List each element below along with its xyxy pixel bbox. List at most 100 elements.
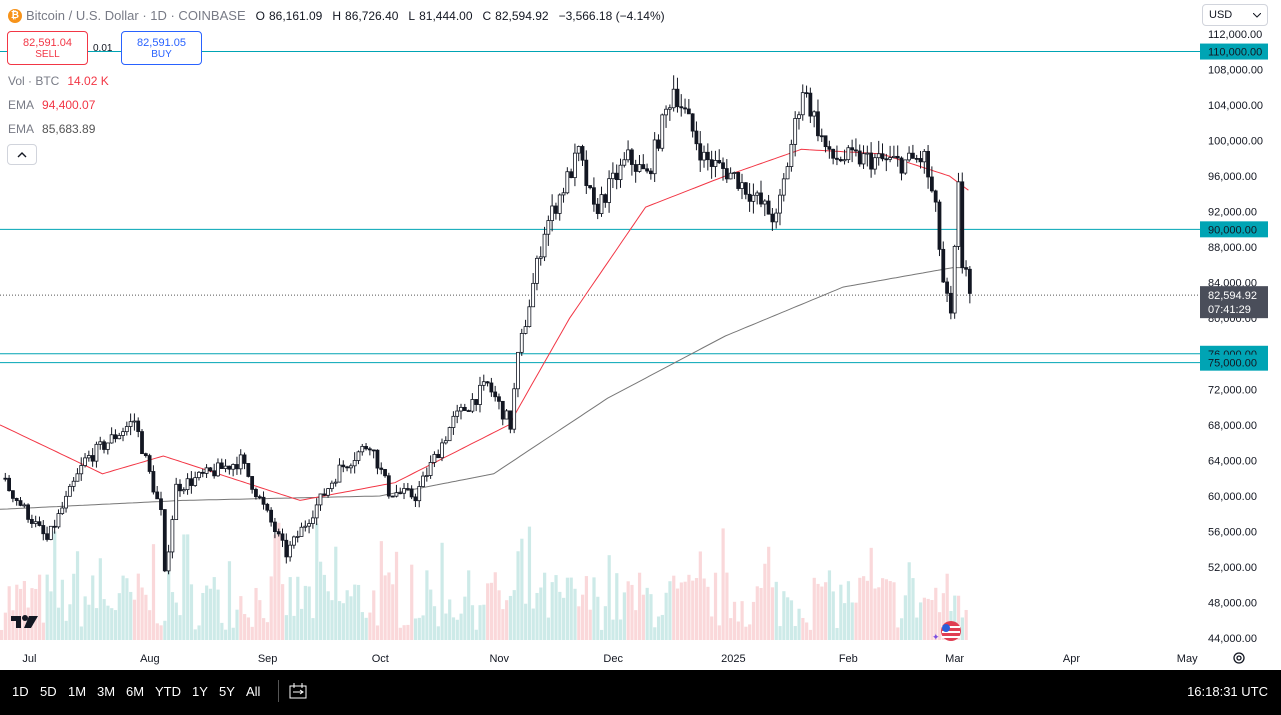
chart-area[interactable] <box>0 0 1200 645</box>
volume-bar <box>937 612 942 640</box>
timeframe-1y[interactable]: 1Y <box>192 684 208 699</box>
volume-bar <box>125 578 129 640</box>
candle-down <box>933 190 938 203</box>
candle-down <box>595 203 600 214</box>
candle-up <box>121 431 125 436</box>
volume-bar <box>334 546 338 640</box>
date-range-icon[interactable] <box>289 683 307 702</box>
candle-down <box>178 483 182 492</box>
candle-down <box>683 107 687 110</box>
volume-bar <box>132 599 137 640</box>
volume-bar <box>444 613 448 640</box>
candle-up <box>538 256 543 259</box>
candle-down <box>466 410 471 412</box>
symbol-title[interactable]: Bitcoin / U.S. Dollar · 1D · COINBASE <box>26 8 246 23</box>
volume-bar <box>592 577 596 640</box>
ema-slow-indicator[interactable]: EMA 85,683.89 <box>8 122 95 136</box>
candle-up <box>550 205 555 221</box>
candle-up <box>713 160 718 167</box>
utc-clock[interactable]: 16:18:31 UTC <box>1187 684 1268 699</box>
volume-bar <box>683 581 687 640</box>
volume-bar <box>345 590 349 640</box>
candle-down <box>41 525 46 535</box>
candle-down <box>113 434 118 440</box>
volume-bar <box>934 587 938 640</box>
candle-up <box>440 442 444 459</box>
volume-bar <box>702 578 706 640</box>
candle-down <box>436 453 441 459</box>
candle-down <box>136 420 141 432</box>
last-price-badge <box>1200 286 1268 319</box>
timeframe-6m[interactable]: 6M <box>126 684 145 699</box>
candle-down <box>721 162 725 169</box>
candle-up <box>33 521 38 524</box>
volume-bar <box>387 572 391 640</box>
settings-icon[interactable] <box>1231 650 1247 666</box>
timeframe-1d[interactable]: 1D <box>12 684 29 699</box>
time-tick-label: May <box>1177 653 1198 665</box>
collapse-legend-button[interactable] <box>7 144 37 165</box>
volume-bar <box>311 618 315 640</box>
volume-indicator[interactable]: Vol · BTC 14.02 K <box>8 74 109 88</box>
candle-up <box>667 107 672 110</box>
open-value: 86,161.09 <box>268 8 323 23</box>
volume-bar <box>862 576 866 640</box>
candle-up <box>394 492 399 497</box>
candle-down <box>375 449 380 469</box>
timeframe-3m[interactable]: 3M <box>97 684 116 699</box>
volume-bar <box>520 538 524 640</box>
candle-down <box>273 521 277 533</box>
candle-down <box>945 281 949 294</box>
ema-fast-indicator[interactable]: EMA 94,400.07 <box>8 98 95 112</box>
candle-down <box>90 455 95 462</box>
volume-bar <box>493 572 497 640</box>
timeframe-5y[interactable]: 5Y <box>219 684 235 699</box>
candle-up <box>523 326 528 334</box>
candle-down <box>592 187 596 205</box>
sell-button[interactable]: 82,591.04 SELL <box>7 31 88 65</box>
candle-down <box>747 193 752 202</box>
candle-down <box>918 158 923 163</box>
volume-bar <box>877 587 881 640</box>
candle-down <box>386 475 391 497</box>
volume-bar <box>881 578 885 640</box>
volume-bar <box>956 595 961 640</box>
timeframe-ytd[interactable]: YTD <box>155 684 181 699</box>
currency-select[interactable]: USD <box>1202 4 1268 26</box>
candle-up <box>455 410 460 417</box>
timeframe-all[interactable]: All <box>246 684 261 699</box>
candle-up <box>516 351 520 390</box>
level-badge <box>1200 354 1268 371</box>
volume-bar <box>831 591 835 640</box>
timeframe-5d[interactable]: 5D <box>40 684 57 699</box>
volume-bar <box>136 573 140 640</box>
volume-bar <box>30 588 34 640</box>
buy-button[interactable]: 82,591.05 BUY <box>121 31 202 65</box>
candle-up <box>702 151 706 161</box>
volume-bar <box>527 526 532 640</box>
volume-bar <box>797 608 801 640</box>
timeframe-1m[interactable]: 1M <box>68 684 87 699</box>
volume-bar <box>193 629 197 640</box>
candle-down <box>854 149 858 152</box>
volume-bar <box>539 587 543 640</box>
volume-bar <box>212 577 216 640</box>
candle-up <box>451 415 456 428</box>
volume-bar <box>144 594 148 640</box>
volume-bar <box>869 547 873 640</box>
candle-up <box>204 467 209 474</box>
price-scale[interactable]: 112,000.00 108,000.00 104,000.00 100,000.00… <box>1200 0 1281 645</box>
volume-bar <box>353 584 357 640</box>
candle-down <box>155 491 160 500</box>
candle-up <box>922 150 927 163</box>
candle-down <box>462 406 467 411</box>
price-tick-label: 52,000.00 <box>1208 562 1257 574</box>
volume-bar <box>554 575 558 640</box>
candle-up <box>519 333 524 353</box>
volume-bar <box>763 563 767 640</box>
candlestick-chart[interactable] <box>0 0 1200 645</box>
time-axis[interactable]: Jul Aug Sep Oct Nov Dec 2025 Feb Mar Apr May <box>0 645 1281 670</box>
volume-bar <box>941 593 945 640</box>
candle-up <box>447 427 452 442</box>
volume-bar <box>922 597 926 640</box>
